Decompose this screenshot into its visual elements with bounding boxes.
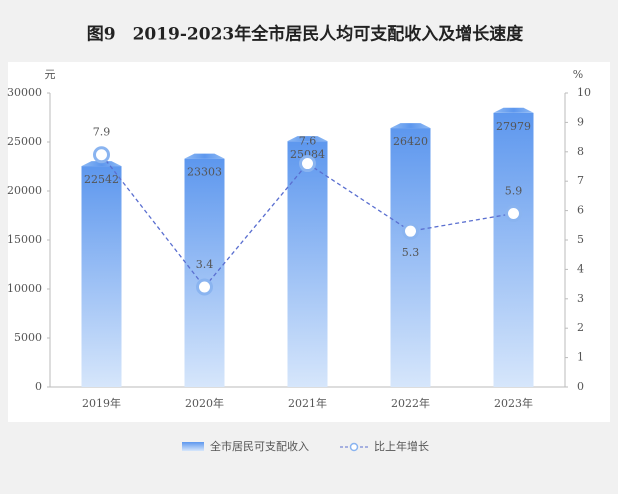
y2-unit: %: [573, 68, 583, 81]
legend-marker: [349, 442, 359, 452]
bar: [287, 141, 328, 387]
line-label: 7.9: [93, 126, 111, 139]
legend-label: 全市居民可支配收入: [210, 439, 309, 453]
y-tick-label: 10000: [7, 282, 42, 295]
bar-label: 27979: [496, 120, 531, 133]
y-unit: 元: [45, 68, 56, 81]
y-tick-label: 5000: [14, 331, 42, 344]
bar: [184, 158, 225, 387]
line-label: 3.4: [196, 258, 214, 271]
line-label: 7.6: [299, 135, 317, 148]
x-tick-label: 2019年: [82, 396, 121, 410]
line-marker: [299, 155, 316, 173]
y-tick-label: 30000: [7, 86, 42, 99]
bar-cap: [390, 123, 431, 129]
legend-label: 比上年增长: [374, 439, 429, 453]
bar-label: 26420: [393, 135, 428, 148]
line-marker: [196, 278, 213, 296]
x-tick-label: 2022年: [391, 396, 430, 410]
y2-tick-label: 5: [577, 233, 584, 246]
line-marker: [505, 205, 522, 223]
y2-tick-label: 2: [577, 321, 584, 334]
bar-cap: [493, 107, 534, 113]
y2-tick-label: 0: [577, 380, 584, 393]
bar-cap: [287, 136, 328, 142]
y2-tick-label: 9: [577, 115, 584, 128]
line: [100, 154, 514, 289]
chart-title: 图9 2019-2023年全市居民人均可支配收入及增长速度: [87, 24, 525, 45]
y2-tick-label: 7: [577, 174, 584, 187]
x-tick-label: 2023年: [494, 396, 533, 410]
y-tick-label: 0: [35, 380, 42, 393]
bar: [81, 166, 122, 387]
x-tick-label: 2020年: [185, 396, 224, 410]
line-marker: [402, 222, 419, 240]
bar-label: 22542: [84, 173, 119, 186]
bar-cap: [184, 153, 225, 159]
y-tick-label: 20000: [7, 184, 42, 197]
y2-tick-label: 4: [577, 262, 584, 275]
x-tick-label: 2021年: [288, 396, 327, 410]
line-marker: [93, 146, 110, 164]
bar-label: 23303: [187, 166, 222, 179]
y2-tick-label: 6: [577, 204, 584, 217]
bar: [493, 112, 534, 388]
y2-tick-label: 3: [577, 292, 584, 305]
bar-cap: [81, 161, 122, 167]
y-tick-label: 25000: [7, 135, 42, 148]
y-tick-label: 15000: [7, 233, 42, 246]
line-label: 5.9: [505, 185, 523, 198]
y2-tick-label: 8: [577, 145, 584, 158]
bar-label: 25084: [290, 148, 325, 161]
y2-tick-label: 10: [577, 86, 591, 99]
line-label: 5.3: [402, 246, 420, 259]
legend-swatch: [182, 442, 204, 451]
bar: [390, 128, 431, 388]
y2-tick-label: 1: [577, 351, 584, 364]
